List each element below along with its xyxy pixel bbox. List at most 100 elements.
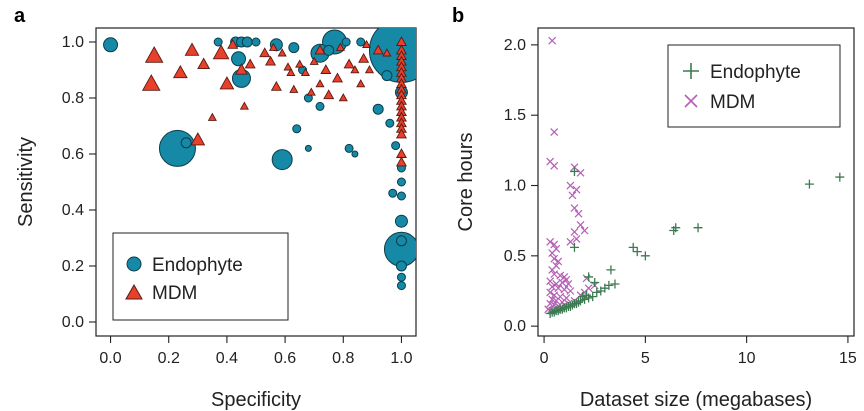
legend-marker-endophyte-b	[683, 63, 699, 79]
endophyte-point	[395, 235, 407, 247]
mdm-point	[572, 185, 581, 194]
y-tick-label-a: 0.8	[62, 90, 84, 107]
endophyte-point	[576, 296, 586, 306]
mdm-point	[314, 44, 326, 55]
endophyte-point	[549, 307, 559, 317]
y-axis-a: 0.0 0.2 0.4 0.6 0.8 1.0	[62, 34, 96, 331]
legend-marker-mdm-a	[125, 283, 143, 300]
mdm-point	[306, 87, 316, 96]
y-tick-label-a: 1.0	[62, 34, 84, 51]
mdm-point	[546, 237, 555, 246]
mdm-point	[546, 288, 555, 297]
y-tick-label-b: 0.0	[504, 318, 526, 335]
mdm-point	[558, 278, 567, 287]
endophyte-point	[574, 297, 584, 307]
mdm-point	[184, 42, 200, 56]
mdm-point	[335, 42, 345, 51]
endophyte-point	[381, 70, 393, 82]
endophyte-point	[394, 214, 408, 228]
mdm-point	[576, 168, 585, 177]
endophyte-point	[557, 304, 567, 314]
endophyte-point	[628, 242, 638, 252]
legend-label-mdm-a: MDM	[152, 283, 197, 304]
endophyte-point	[632, 247, 642, 257]
mdm-point	[268, 42, 279, 51]
endophyte-point	[323, 44, 335, 56]
mdm-point	[568, 191, 577, 200]
endophyte-point	[804, 179, 814, 189]
mdm-point	[309, 56, 319, 65]
mdm-point	[554, 257, 563, 266]
endophyte-point	[582, 290, 592, 300]
legend-box-a	[112, 232, 289, 321]
panel-b: b 0 5 10 15 0.0 0.5 1.0 1.5 2.0 Dataset size (m…	[452, 5, 857, 411]
mdm-point	[364, 65, 375, 74]
x-tick-label-a: 0.0	[99, 350, 121, 367]
mdm-point	[566, 181, 575, 190]
endophyte-point	[590, 278, 600, 288]
x-axis-label-b: Dataset size (megabases)	[580, 389, 812, 411]
endophyte-point	[356, 37, 366, 47]
plot-frame-a	[95, 27, 417, 337]
mdm-point	[574, 209, 583, 218]
endophyte-point	[592, 287, 602, 297]
panel-label-a: a	[14, 5, 26, 27]
endophyte-point	[835, 172, 845, 182]
endophyte-point	[288, 42, 300, 54]
mdm-point	[343, 58, 355, 69]
endophyte-point	[561, 303, 571, 313]
mdm-point	[259, 47, 271, 58]
mdm-point	[172, 64, 188, 79]
mdm-point	[546, 277, 555, 286]
endophyte-point	[396, 272, 406, 282]
x-tick-label-a: 0.6	[274, 350, 296, 367]
legend-label-endophyte-a: Endophyte	[152, 255, 243, 276]
y-axis-label-b: Core hours	[455, 133, 477, 232]
mdm-point	[300, 67, 311, 77]
endophyte-point	[103, 37, 119, 53]
plot-marks-b	[544, 36, 845, 318]
mdm-point	[570, 204, 579, 212]
x-axis-label-a: Specificity	[211, 389, 301, 411]
mdm-point	[548, 265, 557, 274]
mdm-point	[552, 296, 561, 305]
endophyte-point	[588, 292, 598, 302]
mdm-point	[277, 48, 287, 57]
mdm-point	[576, 220, 585, 229]
mdm-point	[350, 65, 360, 74]
panel-label-b: b	[452, 5, 464, 27]
endophyte-point	[604, 280, 614, 290]
x-tick-label-b: 5	[641, 350, 650, 367]
mdm-point	[144, 46, 164, 63]
mdm-point	[560, 285, 569, 294]
mdm-point	[566, 237, 575, 246]
legend-b: Endophyte MDM	[667, 44, 841, 128]
mdm-point	[239, 101, 249, 110]
plot-marks-a	[103, 28, 416, 291]
x-tick-label-a: 1.0	[390, 350, 412, 367]
endophyte-point	[640, 251, 650, 261]
mdm-point	[265, 55, 277, 66]
mdm-point	[550, 291, 559, 300]
x-tick-label-b: 0	[540, 350, 549, 367]
x-axis-a: 0.0 0.2 0.4 0.6 0.8 1.0	[99, 336, 413, 367]
x-tick-label-a: 0.4	[216, 350, 238, 367]
legend-a: Endophyte MDM	[112, 232, 289, 321]
mdm-point	[219, 76, 235, 90]
x-tick-label-a: 0.8	[332, 350, 354, 367]
mdm-point	[356, 79, 366, 88]
x-tick-label-b: 15	[839, 350, 857, 367]
endophyte-point	[545, 308, 555, 318]
legend-marker-mdm-b	[684, 94, 698, 108]
x-tick-label-a: 0.2	[158, 350, 180, 367]
y-tick-label-a: 0.6	[62, 146, 84, 163]
mdm-point	[550, 254, 559, 263]
mdm-point	[566, 287, 575, 295]
mdm-point	[323, 89, 335, 100]
y-tick-label-b: 2.0	[504, 37, 526, 54]
mdm-point	[141, 74, 161, 91]
mdm-point	[338, 93, 348, 102]
endophyte-point	[372, 103, 384, 115]
mdm-point	[395, 156, 407, 167]
